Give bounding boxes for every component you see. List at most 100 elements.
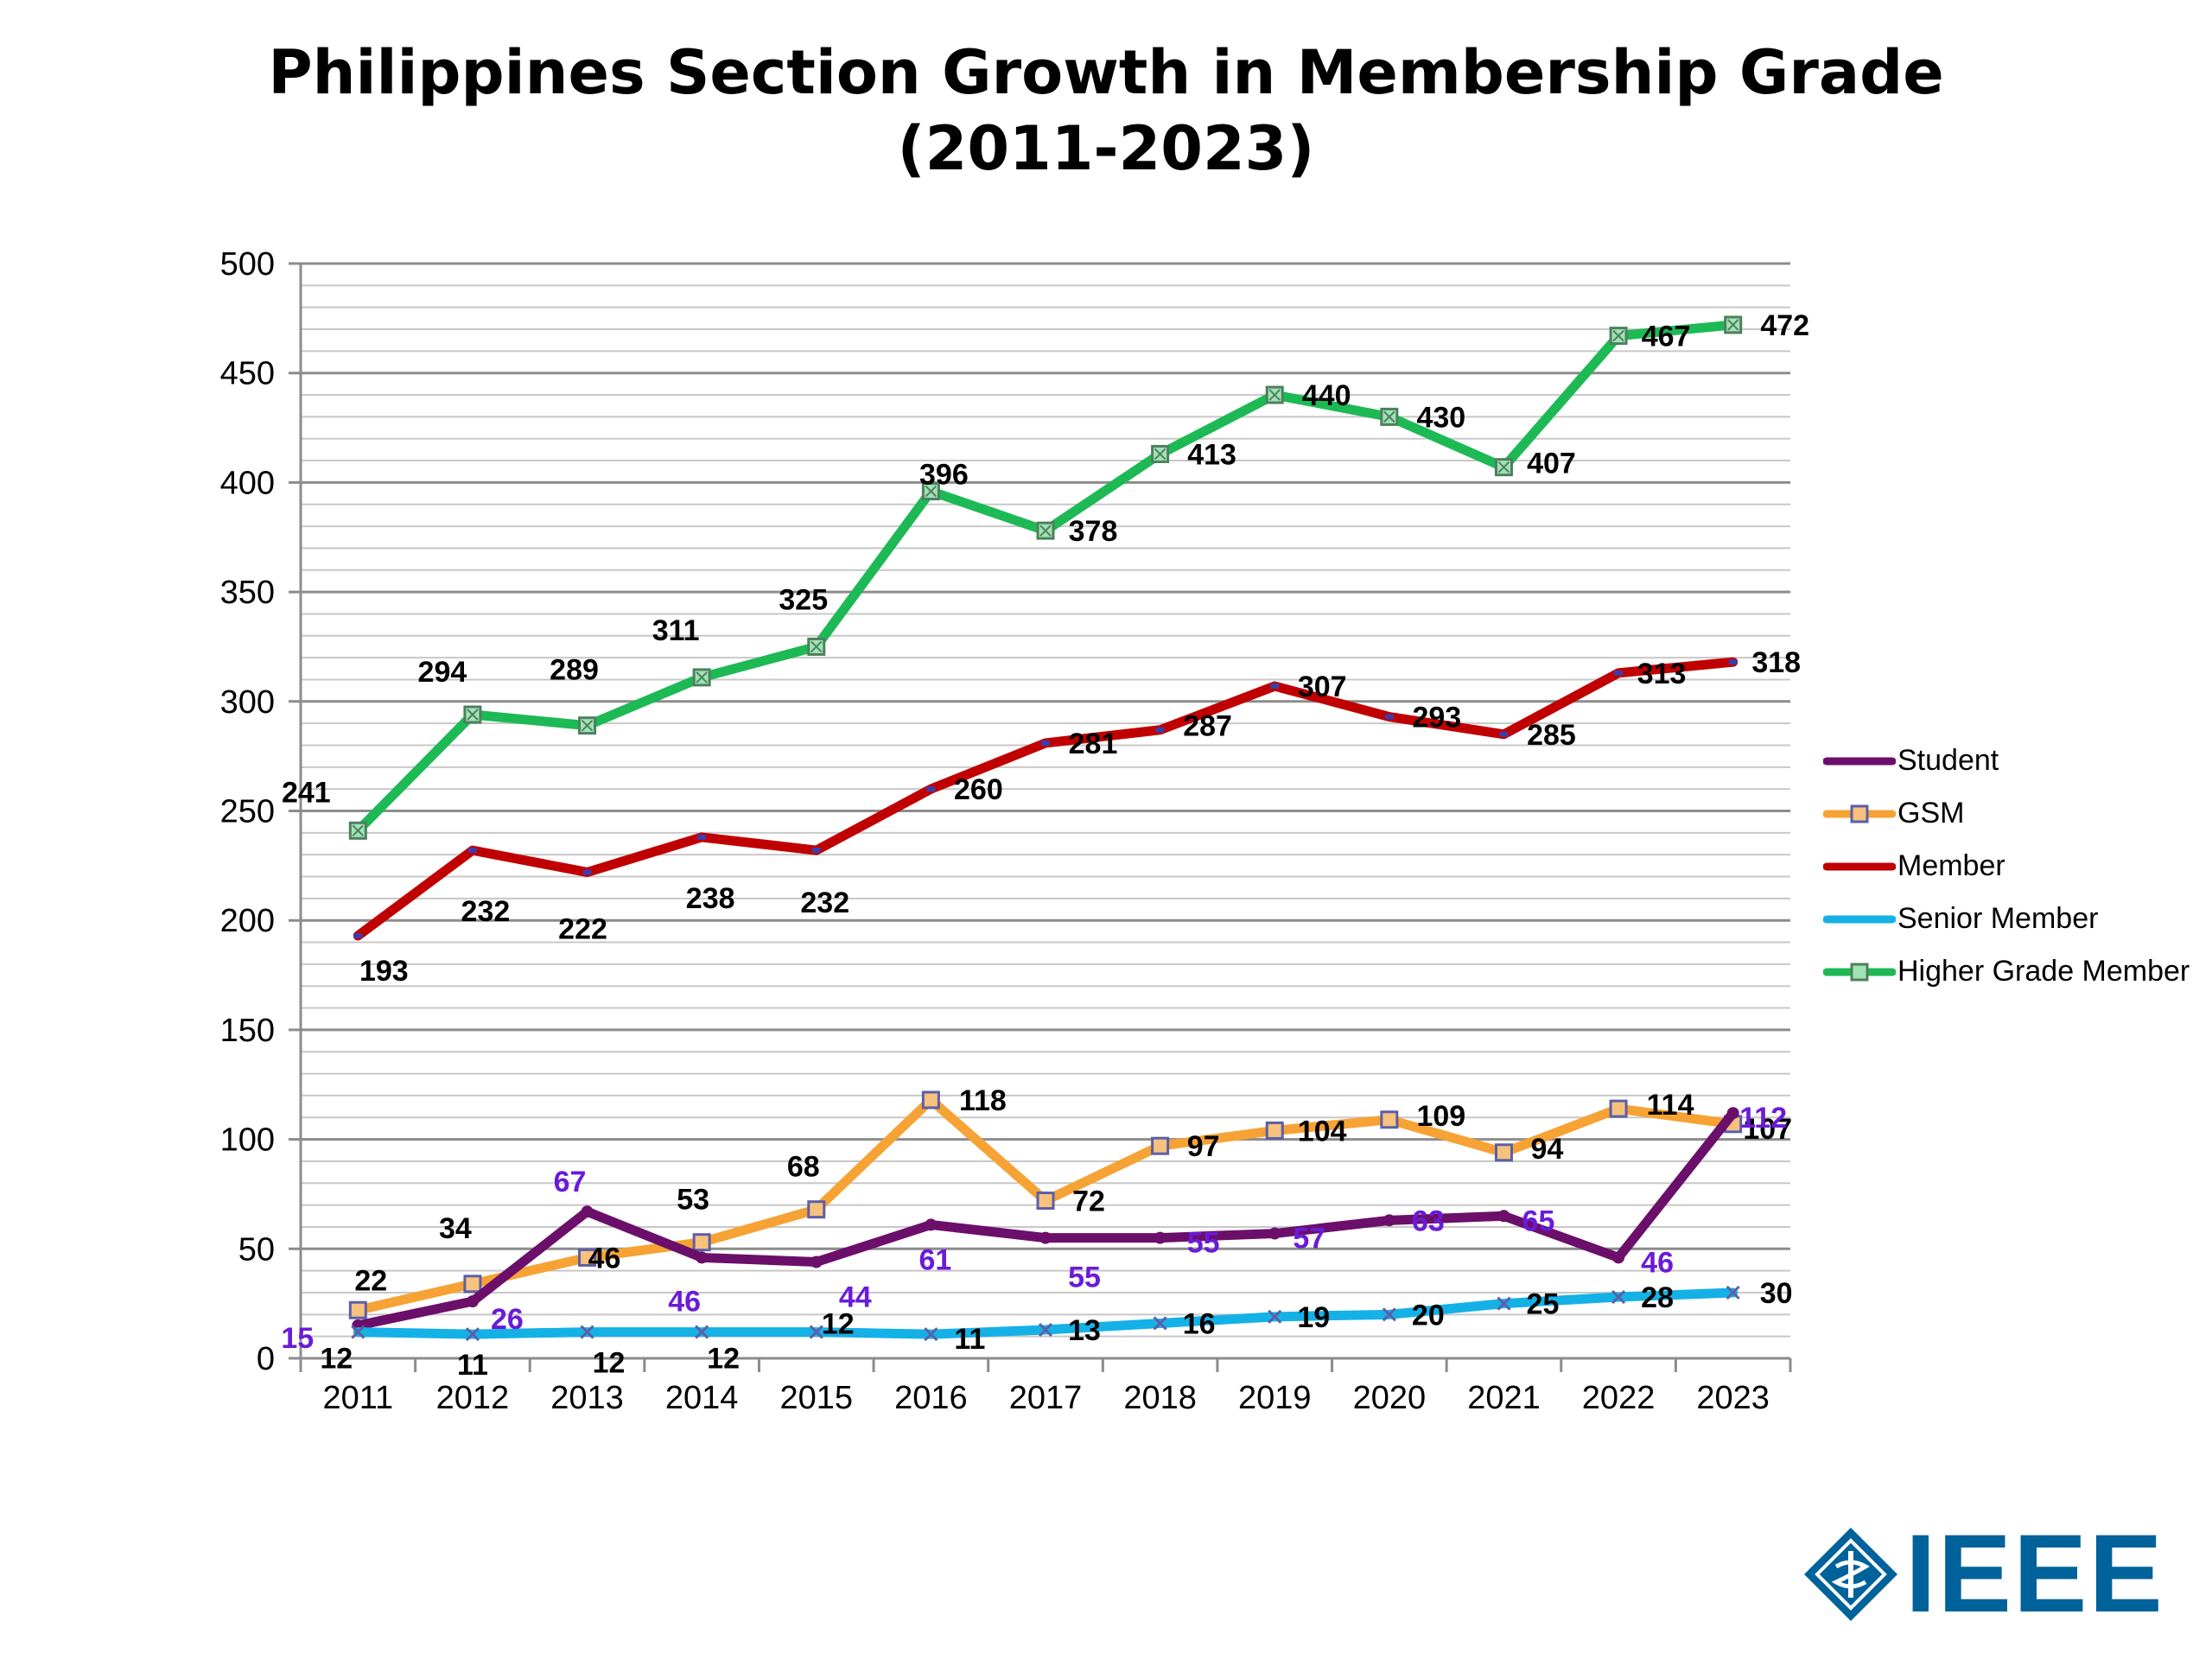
marker-higher-grade-member — [463, 705, 482, 724]
x-tick-label: 2022 — [1582, 1380, 1656, 1416]
marker-gsm — [578, 1248, 597, 1267]
marker-member — [1270, 683, 1280, 690]
marker-gsm — [1494, 1143, 1513, 1162]
marker-member — [582, 869, 592, 875]
x-tick-label: 2018 — [1123, 1380, 1197, 1416]
data-label: 114 — [1647, 1089, 1694, 1122]
data-label: 30 — [1760, 1277, 1793, 1310]
marker-student — [581, 1205, 594, 1218]
marker-stroke — [1611, 1289, 1626, 1305]
data-label: 238 — [686, 882, 735, 915]
marker-gsm — [1609, 1099, 1628, 1118]
data-label: 11 — [954, 1323, 985, 1356]
y-tick-label: 50 — [238, 1231, 275, 1268]
data-label: 11 — [457, 1349, 488, 1382]
data-label: 396 — [919, 459, 969, 492]
y-tick-label: 500 — [220, 246, 275, 283]
data-labels-member: 193 232 222 238 232 260 281 287 307 293 285 313 318 — [359, 646, 1801, 988]
data-label: 325 — [779, 583, 828, 616]
y-tick-label: 450 — [220, 356, 275, 392]
data-label: 285 — [1527, 719, 1576, 752]
series-member — [353, 657, 1738, 941]
marker-stroke — [810, 640, 823, 653]
data-label: 232 — [461, 895, 511, 928]
data-label: 281 — [1069, 728, 1118, 760]
marker-stroke — [1268, 389, 1281, 401]
data-label: 104 — [1298, 1115, 1347, 1147]
data-labels-gsm: 22 34 46 53 68 118 72 97 104 109 94 114 107 — [354, 1084, 1792, 1297]
data-label: 307 — [1298, 671, 1347, 703]
y-tick-label: 250 — [220, 794, 275, 830]
legend-swatch-higher-grade-member — [1823, 963, 1896, 981]
data-label: 72 — [1072, 1185, 1105, 1218]
marker-stroke — [1497, 461, 1510, 474]
data-label: 12 — [822, 1308, 855, 1341]
marker-senior-member — [695, 1325, 709, 1339]
marker-member — [467, 848, 477, 854]
data-labels-student: 15 26 67 46 44 61 55 55 57 63 65 46 112 — [281, 1102, 1787, 1355]
marker-member — [1728, 659, 1738, 665]
data-label: 193 — [359, 955, 409, 988]
marker-higher-grade-member — [1609, 327, 1628, 346]
data-label: 28 — [1641, 1281, 1674, 1314]
marker-senior-member — [1153, 1316, 1167, 1331]
marker-stroke — [924, 1327, 938, 1342]
data-label: 118 — [959, 1084, 1007, 1117]
data-label: 22 — [354, 1264, 387, 1297]
data-label: 311 — [652, 614, 700, 647]
marker-gsm — [348, 1300, 367, 1319]
marker-higher-grade-member — [1724, 315, 1743, 334]
marker-student — [1268, 1227, 1281, 1240]
marker-student — [810, 1255, 823, 1268]
data-label: 467 — [1642, 321, 1691, 353]
data-label: 61 — [918, 1243, 951, 1276]
data-label: 12 — [320, 1343, 353, 1376]
marker-higher-grade-member — [692, 668, 711, 687]
marker-student — [1726, 1107, 1739, 1120]
marker-senior-member — [351, 1325, 365, 1339]
marker-senior-member — [1726, 1285, 1740, 1300]
ieee-logo-text: IEEE — [1905, 1512, 2164, 1636]
x-tick-label: 2012 — [436, 1380, 510, 1416]
marker-stroke — [580, 1325, 594, 1339]
y-tick-label: 100 — [220, 1122, 275, 1159]
legend-item-member: Member — [1823, 840, 2190, 893]
marker-student — [696, 1251, 709, 1264]
data-label: 289 — [550, 654, 599, 687]
data-label: 94 — [1531, 1133, 1564, 1166]
marker-stroke — [925, 485, 938, 498]
y-tick-label: 350 — [220, 575, 275, 611]
x-tick-label: 2023 — [1696, 1380, 1770, 1416]
data-label: 46 — [1641, 1246, 1674, 1279]
marker-gsm — [1036, 1192, 1055, 1211]
marker-stroke — [1383, 410, 1395, 423]
data-label: 25 — [1527, 1288, 1560, 1321]
data-label: 294 — [418, 656, 467, 689]
x-tick-label: 2011 — [322, 1380, 393, 1416]
ieee-diamond-icon — [1804, 1528, 1897, 1621]
legend-swatch-gsm — [1823, 804, 1896, 823]
marker-stroke — [1038, 1322, 1053, 1338]
data-label: 19 — [1297, 1301, 1330, 1334]
marker-member — [926, 786, 936, 792]
marker-higher-grade-member — [921, 482, 940, 501]
marker-higher-grade-member — [1494, 458, 1513, 477]
marker-senior-member — [1611, 1289, 1626, 1305]
marker-student — [1382, 1214, 1395, 1227]
legend-swatch-student — [1823, 757, 1896, 765]
data-label: 16 — [1183, 1307, 1216, 1340]
data-label: 44 — [839, 1281, 872, 1314]
legend-swatch-senior-member — [1823, 915, 1896, 923]
chart-title: Philippines Section Growth in Membership… — [0, 35, 2212, 187]
data-labels-senior-member: 12 11 12 12 12 11 13 16 19 20 25 28 30 — [320, 1277, 1792, 1382]
data-labels-higher-grade-member: 241 294 289 311 325 396 378 413 440 430 407 467 472 — [282, 309, 1809, 809]
marker-member — [1155, 727, 1165, 733]
series-line-member — [353, 657, 1738, 941]
marker-student — [1497, 1210, 1510, 1223]
data-label: 378 — [1069, 515, 1118, 548]
data-label: 407 — [1527, 448, 1576, 480]
series-line-higher-grade-member — [353, 320, 1738, 836]
data-label: 53 — [677, 1184, 709, 1217]
data-label: 107 — [1743, 1113, 1792, 1146]
marker-stroke — [1154, 448, 1166, 461]
